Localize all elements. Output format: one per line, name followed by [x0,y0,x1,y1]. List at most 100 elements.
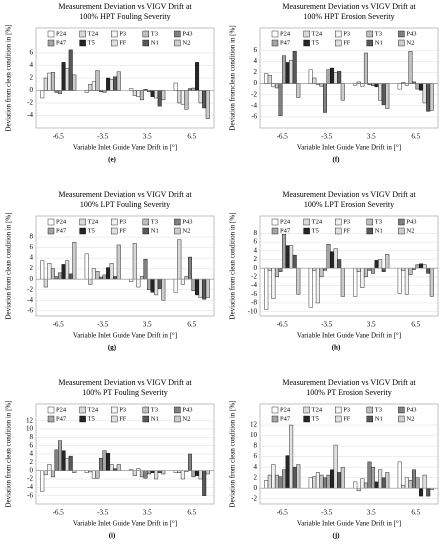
y-tick-label: 2 [30,458,34,466]
bar [68,273,73,280]
chart-title: 100% PT Fouling Severity [82,388,167,397]
legend-label: P3 [119,218,126,225]
legend-swatch [398,218,405,226]
y-tick-label: 0 [254,264,258,272]
legend-label: P43 [182,30,192,37]
bar [419,263,424,269]
x-tick-label: 6.5 [411,509,420,517]
y-tick-label: -2 [27,475,33,483]
x-tick-label: -3.5 [97,321,109,329]
legend-label: N1 [151,39,159,46]
legend-label: P3 [119,406,126,413]
bar [157,470,162,473]
legend-swatch [47,406,55,414]
legend-swatch [110,30,118,38]
legend-swatch [142,39,150,47]
legend-label: P47 [280,227,291,234]
legend-label: N2 [406,227,414,234]
bar [274,83,279,89]
legend-label: T3 [375,30,382,37]
bar [106,267,111,280]
y-tick-label: 0 [254,79,258,87]
bar [404,477,409,489]
bar [408,51,413,84]
bar [132,470,137,476]
x-axis-label: Variable Inlet Guide Vane Drift in [°] [73,520,177,528]
y-tick-label: -6 [27,306,33,314]
panel-label: (h) [332,344,341,352]
panel-label: (f) [333,156,341,164]
y-tick-label: -10 [248,307,258,315]
y-axis-label: Deviation from clean condition in [%] [229,212,237,319]
plot-frame [259,403,439,505]
bar [150,278,155,293]
bar [322,83,327,113]
y-tick-label: 6 [254,46,258,54]
bar [278,83,283,116]
x-tick-label: 3.5 [367,509,376,517]
legend-label: P24 [280,30,291,37]
legend-swatch [79,415,86,423]
bar [202,278,207,300]
legend-label: T24 [88,406,99,413]
plot-frame [259,27,439,129]
bar [161,470,166,475]
bar [374,481,379,489]
legend-label: N1 [375,227,383,234]
x-axis-label: Variable Inlet Guide Vane Drift in [°] [73,332,177,340]
legend-swatch [174,30,181,38]
bar [401,267,406,271]
bar [198,90,203,104]
bar [65,260,70,280]
bar [154,470,159,480]
x-tick-label: -3.5 [321,133,333,141]
bar [404,267,409,295]
legend-swatch [398,30,405,38]
x-axis-label: Variable Inlet Guide Vane Drift in [°] [73,144,177,152]
legend-swatch [271,39,279,47]
bar [271,464,276,489]
legend-label: FF [343,227,351,234]
bar [187,256,192,280]
legend-label: P43 [182,218,192,225]
bar [68,49,73,91]
bar [61,450,66,471]
x-tick-label: 3.5 [367,321,376,329]
bar [191,87,196,91]
legend-swatch [79,406,86,414]
legend-label: P3 [119,30,126,37]
bar [326,474,331,489]
bar [58,272,63,280]
bar [385,83,390,109]
bar [61,62,66,91]
bar [397,461,402,489]
bar [40,260,45,280]
bar [205,90,210,119]
legend-swatch [110,406,118,414]
x-axis-label: Variable Inlet Guide Vane Drift in [°] [297,144,401,152]
legend-label: FF [343,415,351,422]
legend-swatch [174,39,181,47]
bar [419,488,424,497]
bar [292,51,297,84]
x-tick-label: -3.5 [321,321,333,329]
legend-swatch [142,406,150,414]
legend-label: T24 [312,218,323,225]
x-tick-label: 6.5 [411,133,420,141]
bar [195,278,200,296]
legend-swatch [110,415,118,423]
legend-label: T3 [151,406,158,413]
bar [333,444,338,489]
bar [88,278,93,285]
x-tick-label: 6.5 [411,321,420,329]
bar [353,267,358,297]
bar [267,267,272,271]
bar [68,455,73,471]
bar [326,69,331,84]
legend-swatch [303,218,310,226]
y-tick-label: 10 [250,431,258,439]
bar [113,76,118,91]
legend-swatch [303,406,310,414]
chart-title: Measurement Deviation vs VIGV Drift at [58,378,192,387]
